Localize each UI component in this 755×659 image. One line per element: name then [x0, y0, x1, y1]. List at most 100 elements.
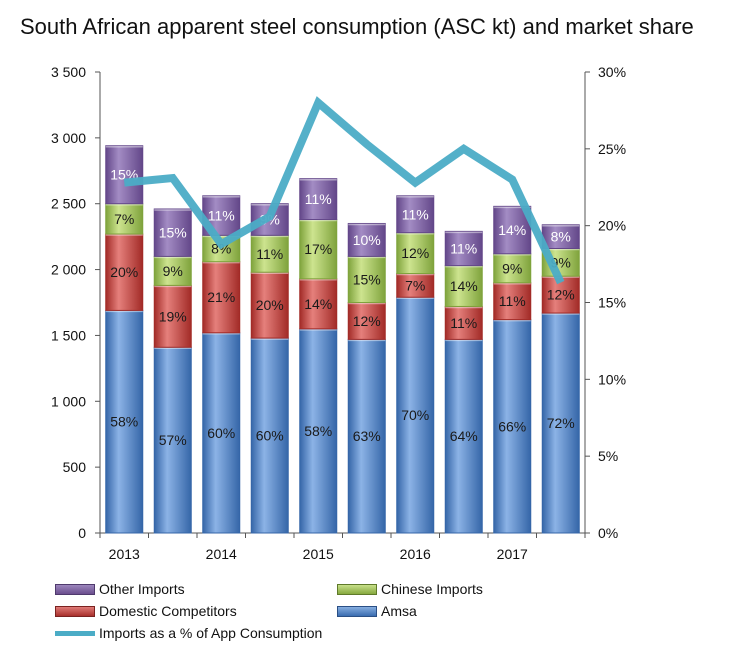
data-label-chinese-imports: 15%	[353, 271, 381, 287]
bar-chinese-imports	[250, 234, 289, 273]
bar-domestic-competitors	[444, 305, 483, 340]
data-label-chinese-imports: 11%	[256, 246, 283, 262]
bar-amsa	[444, 338, 483, 534]
data-label-other-imports: 11%	[450, 240, 477, 256]
bar-other-imports	[105, 145, 144, 205]
y-tick-label-left: 1 500	[51, 327, 86, 343]
x-tick-label: 2016	[400, 546, 431, 562]
y-tick-label-right: 0%	[598, 525, 618, 541]
data-label-domestic-competitors: 11%	[450, 315, 477, 331]
chart-title: South African apparent steel consumption…	[20, 14, 694, 39]
data-label-chinese-imports: 9%	[502, 260, 522, 276]
data-label-chinese-imports: 14%	[450, 278, 478, 294]
legend-label-imports-share: Imports as a % of App Consumption	[99, 625, 323, 641]
y-tick-label-left: 2 000	[51, 262, 86, 278]
data-label-amsa: 72%	[547, 415, 575, 431]
y-tick-label-left: 3 500	[51, 64, 86, 80]
data-label-amsa: 58%	[304, 423, 332, 439]
data-label-chinese-imports: 17%	[304, 241, 332, 257]
data-label-domestic-competitors: 21%	[207, 289, 235, 305]
data-label-domestic-competitors: 12%	[547, 287, 575, 303]
bar-amsa	[541, 312, 580, 534]
data-label-amsa: 66%	[498, 418, 526, 434]
data-label-other-imports: 11%	[208, 208, 235, 224]
stacked-bar-chart: 0 500 1 000 1 500 2 000 2 500 3 000 3 500 0% 5% 10…	[51, 64, 626, 562]
data-label-domestic-competitors: 20%	[256, 297, 284, 313]
legend-swatch-domestic-competitors	[55, 605, 95, 617]
legend-item-amsa: Amsa	[337, 603, 417, 619]
y-tick-label-left: 0	[78, 525, 86, 541]
data-label-domestic-competitors: 14%	[304, 296, 332, 312]
data-label-amsa: 58%	[110, 414, 138, 430]
data-label-amsa: 64%	[450, 428, 478, 444]
legend-item-domestic-competitors: Domestic Competitors	[55, 603, 237, 619]
legend-item-imports-share: Imports as a % of App Consumption	[55, 625, 322, 641]
x-tick-label: 2017	[497, 546, 528, 562]
y-tick-label-right: 5%	[598, 448, 618, 464]
data-label-domestic-competitors: 19%	[159, 308, 187, 324]
data-label-domestic-competitors: 12%	[353, 313, 381, 329]
data-label-other-imports: 11%	[402, 206, 429, 222]
bar-amsa	[299, 328, 338, 534]
y-tick-label-left: 1 000	[51, 393, 86, 409]
legend-swatch-amsa	[337, 605, 377, 617]
bar-domestic-competitors	[202, 261, 241, 334]
y-tick-label-left: 2 500	[51, 196, 86, 212]
bar-chinese-imports	[396, 232, 435, 275]
data-label-other-imports: 11%	[305, 191, 332, 207]
bar-chinese-imports	[493, 253, 532, 284]
data-label-chinese-imports: 7%	[114, 211, 134, 227]
data-label-amsa: 60%	[256, 428, 284, 444]
y-tick-label-right: 15%	[598, 295, 626, 311]
legend-label-other-imports: Other Imports	[99, 581, 185, 597]
x-tick-label: 2013	[109, 546, 140, 562]
y-tick-label-right: 25%	[598, 141, 626, 157]
bar-other-imports	[347, 222, 386, 257]
data-label-domestic-competitors: 7%	[405, 277, 425, 293]
legend-swatch-chinese-imports	[337, 583, 377, 595]
bar-other-imports	[444, 230, 483, 267]
line-imports-share	[123, 96, 565, 285]
data-label-other-imports: 10%	[353, 232, 381, 248]
bar-amsa	[347, 338, 386, 534]
bar-domestic-competitors	[250, 271, 289, 339]
bar-chinese-imports	[153, 255, 192, 286]
data-label-domestic-competitors: 20%	[110, 264, 138, 280]
bar-amsa	[396, 296, 435, 534]
bar-domestic-competitors	[347, 302, 386, 340]
legend-swatch-other-imports	[55, 583, 95, 595]
legend-item-chinese-imports: Chinese Imports	[337, 581, 483, 597]
bar-amsa	[105, 309, 144, 534]
y-tick-label-right: 10%	[598, 371, 626, 387]
legend-label-amsa: Amsa	[381, 603, 417, 619]
data-label-chinese-imports: 12%	[401, 245, 429, 261]
data-label-amsa: 70%	[401, 407, 429, 423]
bar-amsa	[153, 346, 192, 534]
y-tick-label-left: 3 000	[51, 130, 86, 146]
bar-other-imports	[153, 208, 192, 257]
bar-chinese-imports	[105, 203, 144, 235]
data-label-other-imports: 15%	[159, 225, 187, 241]
x-tick-label: 2014	[206, 546, 237, 562]
data-label-amsa: 60%	[207, 425, 235, 441]
data-label-amsa: 57%	[159, 432, 187, 448]
data-label-amsa: 63%	[353, 428, 381, 444]
bar-domestic-competitors	[105, 233, 144, 311]
legend-swatch-imports-share	[55, 630, 95, 636]
bar-amsa	[493, 319, 532, 534]
y-tick-label-right: 20%	[598, 218, 626, 234]
bar-amsa	[202, 332, 241, 534]
legend-label-domestic-competitors: Domestic Competitors	[99, 603, 237, 619]
data-label-chinese-imports: 9%	[163, 263, 183, 279]
y-tick-label-left: 500	[63, 459, 87, 475]
legend-item-other-imports: Other Imports	[55, 581, 185, 597]
data-label-other-imports: 8%	[551, 229, 571, 245]
y-tick-label-right: 30%	[598, 64, 626, 80]
legend-label-chinese-imports: Chinese Imports	[381, 581, 483, 597]
data-label-other-imports: 14%	[498, 222, 526, 238]
bar-chinese-imports	[299, 219, 338, 280]
data-label-domestic-competitors: 11%	[499, 293, 526, 309]
x-tick-label: 2015	[303, 546, 334, 562]
bar-other-imports	[299, 178, 338, 221]
bar-other-imports	[396, 195, 435, 234]
